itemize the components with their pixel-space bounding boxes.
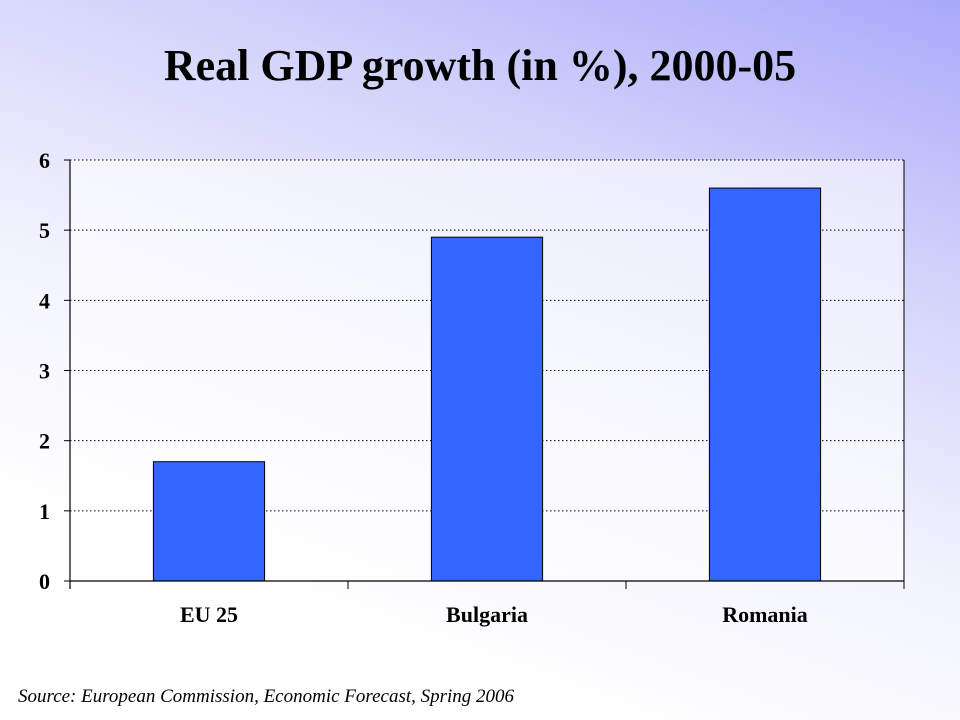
y-tick-labels: 0 1 2 3 4 5 6 [39, 148, 50, 594]
y-tick-label: 0 [39, 569, 50, 594]
y-tick-label: 1 [39, 499, 50, 524]
x-tick-label: Romania [722, 602, 808, 627]
x-tick-label: EU 25 [180, 602, 238, 627]
y-tick-label: 4 [39, 288, 50, 313]
y-tick-label: 6 [39, 148, 50, 173]
bar-eu-25 [152, 461, 266, 582]
y-tick-label: 2 [39, 429, 50, 454]
bars [152, 187, 822, 582]
y-tick-label: 5 [39, 218, 50, 243]
bar-bulgaria [430, 236, 544, 582]
y-tick-label: 3 [39, 359, 50, 384]
axes [64, 159, 905, 589]
x-tick-labels: EU 25 Bulgaria Romania [180, 602, 808, 627]
bar-romania [708, 187, 822, 582]
x-tick-label: Bulgaria [446, 602, 528, 627]
source-note: Source: European Commission, Economic Fo… [18, 686, 515, 707]
chart-title: Real GDP growth (in %), 2000-05 [163, 41, 797, 90]
